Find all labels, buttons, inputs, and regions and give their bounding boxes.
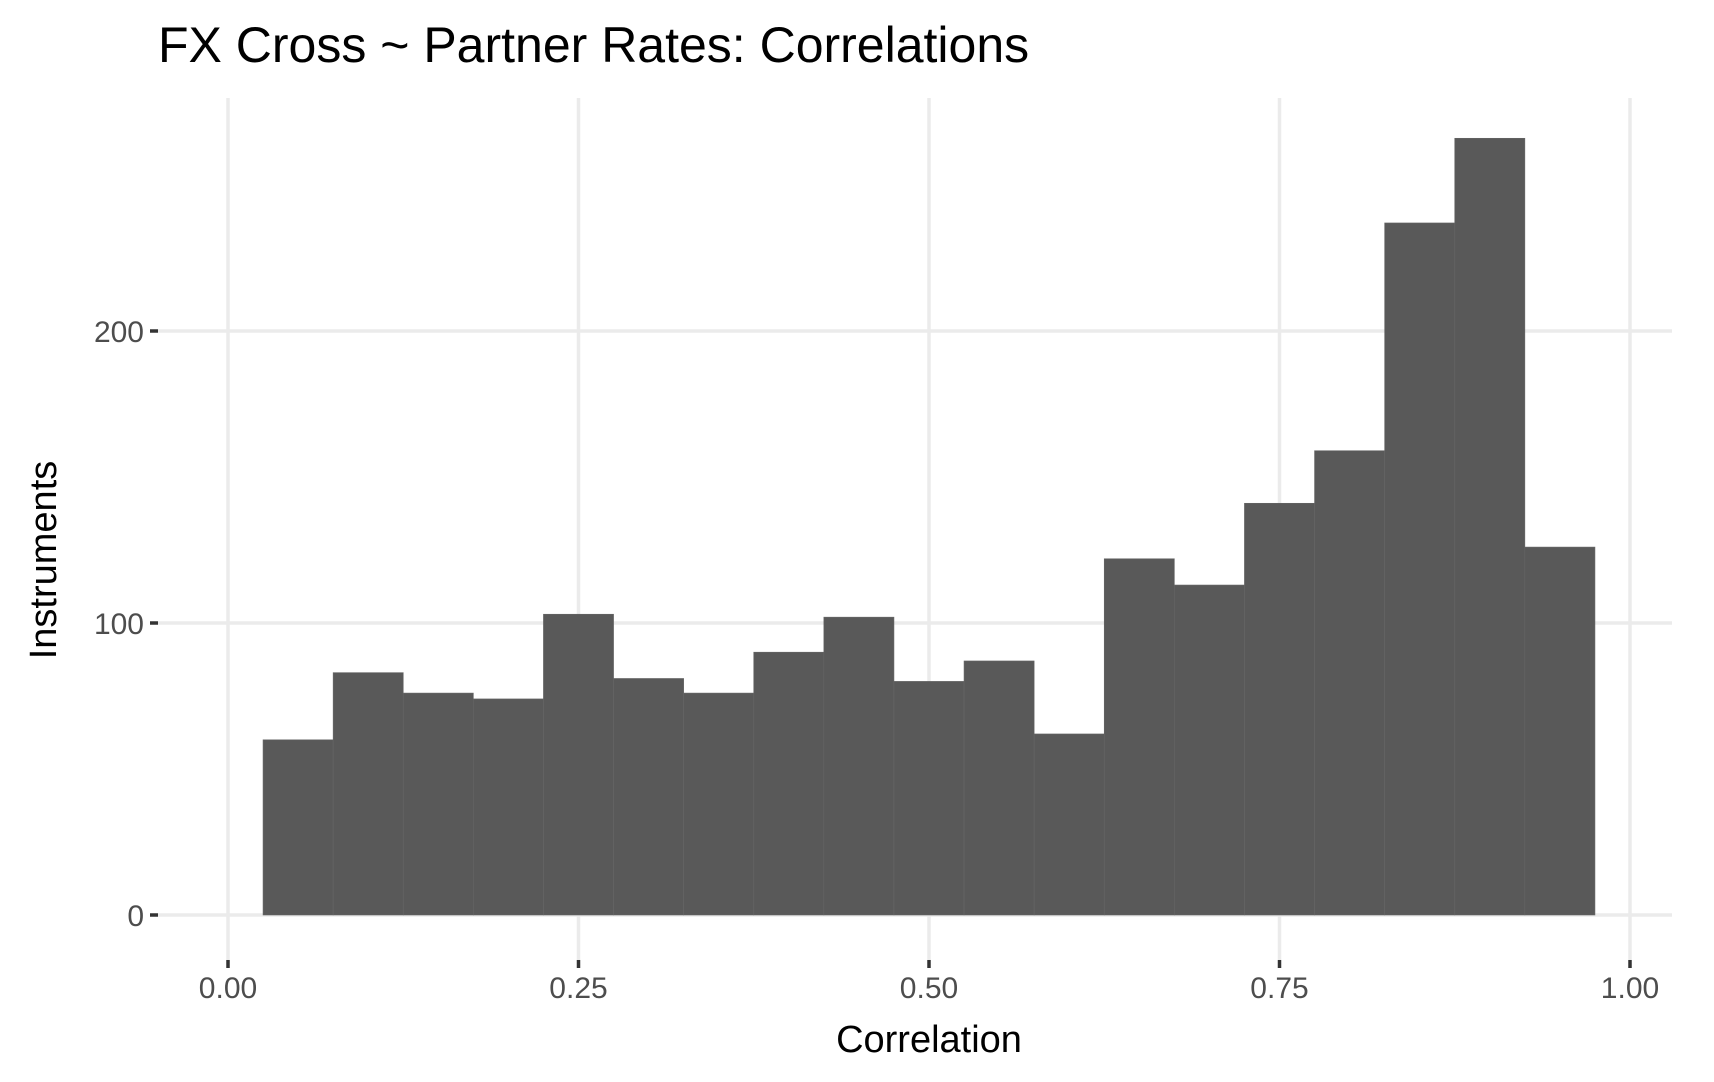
x-axis: 0.00 0.25 0.50 0.75 1.00 <box>199 960 1659 1005</box>
x-tick-label: 0.75 <box>1250 972 1308 1005</box>
histogram-bar <box>1174 584 1245 916</box>
histogram-bar <box>823 616 895 916</box>
histogram-bar <box>1033 733 1105 916</box>
y-tick-label: 200 <box>94 316 144 349</box>
y-axis: 0 100 200 <box>94 316 158 933</box>
histogram-bar <box>1103 558 1175 916</box>
histogram-bar <box>613 678 684 916</box>
histogram-bar <box>402 692 474 916</box>
y-axis-title: Instruments <box>23 461 65 660</box>
chart-title: FX Cross ~ Partner Rates: Correlations <box>158 17 1029 73</box>
bars <box>262 137 1596 916</box>
y-tick-label: 100 <box>94 608 144 641</box>
histogram-bar <box>473 698 544 916</box>
histogram-bar <box>1244 502 1315 916</box>
histogram-bar <box>1454 137 1526 916</box>
histogram-bar <box>1524 546 1596 916</box>
histogram-bar <box>543 613 614 916</box>
histogram-bar <box>1314 450 1385 916</box>
x-tick-label: 1.00 <box>1601 972 1659 1005</box>
x-tick-label: 0.25 <box>549 972 607 1005</box>
x-tick-label: 0.50 <box>900 972 958 1005</box>
x-tick-label: 0.00 <box>199 972 257 1005</box>
histogram-bar <box>332 672 404 916</box>
x-axis-title: Correlation <box>836 1019 1022 1061</box>
y-tick-label: 0 <box>127 900 144 933</box>
histogram-bar <box>683 692 755 916</box>
histogram-bar <box>1384 222 1456 916</box>
histogram-bar <box>262 739 334 916</box>
histogram-bar <box>963 660 1035 916</box>
histogram-bar <box>893 681 965 916</box>
histogram-bar <box>753 651 825 916</box>
